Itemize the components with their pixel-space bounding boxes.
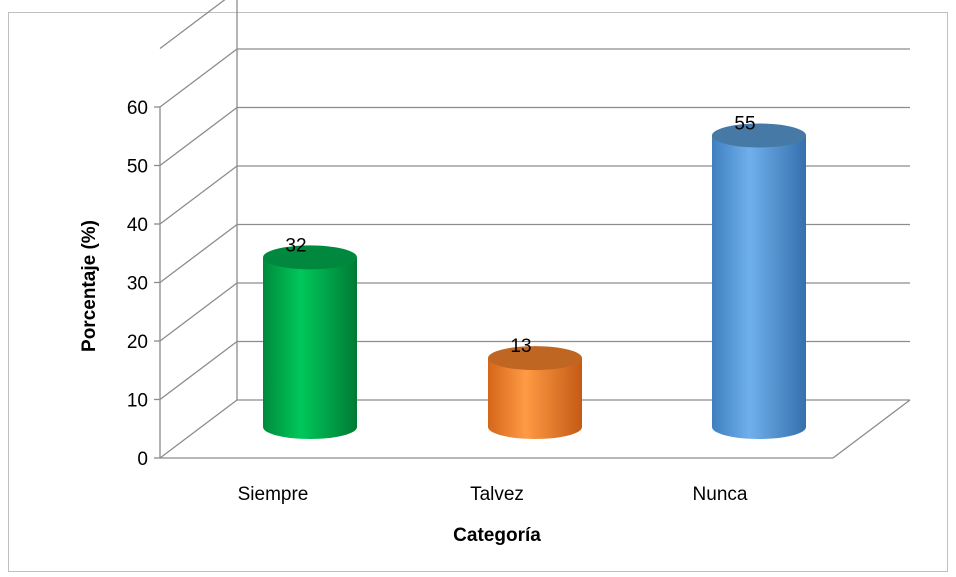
gridline-side	[159, 165, 238, 225]
data-label: 13	[510, 336, 531, 357]
floor-right-edge	[832, 399, 911, 459]
gridline-side	[159, 399, 238, 459]
gridline-side	[159, 106, 238, 167]
gridline-side	[159, 282, 238, 342]
category-label: Talvez	[470, 484, 524, 505]
bar-nunca	[712, 123, 806, 439]
category-label: Siempre	[238, 484, 309, 505]
gridline-side	[159, 223, 238, 284]
bar-top	[263, 245, 357, 270]
data-label: 32	[285, 235, 306, 256]
y-tick-label: 10	[127, 391, 148, 412]
gridline-side	[159, 0, 226, 50]
y-axis-ticks: 0 10 20 30 40 50 60	[127, 98, 148, 470]
y-tick-label: 50	[127, 157, 148, 178]
bar-body	[488, 358, 582, 439]
data-labels: 32 13 55	[285, 114, 755, 358]
y-tick-label: 0	[137, 449, 148, 470]
gridline-side	[159, 340, 238, 401]
bar-body	[263, 257, 357, 439]
bar-top	[712, 123, 806, 148]
y-tick-label: 40	[127, 215, 148, 236]
category-label: Nunca	[693, 484, 748, 505]
x-axis-title: Categoría	[453, 525, 541, 546]
x-axis-categories: Siempre Talvez Nunca	[238, 484, 748, 505]
y-axis-title: Porcentaje (%)	[79, 220, 100, 352]
bar-top	[488, 346, 582, 371]
gridline-side	[159, 48, 238, 108]
bar-siempre	[263, 245, 357, 439]
data-label: 55	[734, 114, 755, 135]
y-tick-label: 20	[127, 332, 148, 353]
y-tick-label: 30	[127, 274, 148, 295]
chart-bars	[263, 123, 806, 439]
bar-body	[712, 135, 806, 439]
y-tick-label: 60	[127, 98, 148, 119]
bar-talvez	[488, 346, 582, 439]
